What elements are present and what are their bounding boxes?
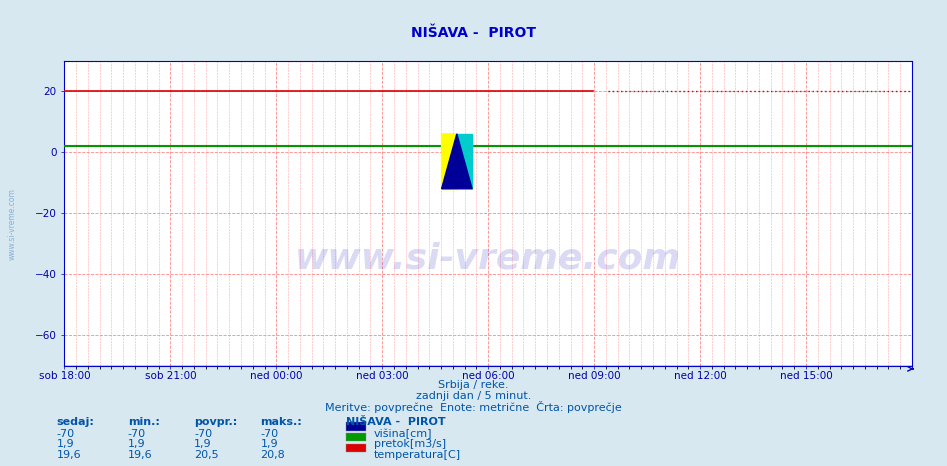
- Text: temperatura[C]: temperatura[C]: [374, 450, 461, 460]
- Text: -70: -70: [260, 429, 278, 439]
- Text: 19,6: 19,6: [57, 450, 81, 460]
- Text: 20,8: 20,8: [260, 450, 285, 460]
- Text: 1,9: 1,9: [194, 439, 212, 449]
- Text: Srbija / reke.: Srbija / reke.: [438, 380, 509, 390]
- Text: -70: -70: [194, 429, 212, 439]
- Text: višina[cm]: višina[cm]: [374, 429, 433, 439]
- Text: pretok[m3/s]: pretok[m3/s]: [374, 439, 446, 449]
- Text: -70: -70: [57, 429, 75, 439]
- Text: povpr.:: povpr.:: [194, 417, 238, 427]
- Text: min.:: min.:: [128, 417, 160, 427]
- Text: maks.:: maks.:: [260, 417, 302, 427]
- Text: NIŠAVA -  PIROT: NIŠAVA - PIROT: [346, 417, 445, 427]
- FancyArrowPatch shape: [457, 137, 472, 186]
- Text: 19,6: 19,6: [128, 450, 152, 460]
- Text: -70: -70: [128, 429, 146, 439]
- Text: 1,9: 1,9: [57, 439, 75, 449]
- Text: 20,5: 20,5: [194, 450, 219, 460]
- Text: zadnji dan / 5 minut.: zadnji dan / 5 minut.: [416, 391, 531, 400]
- Polygon shape: [456, 134, 472, 189]
- Text: NIŠAVA -  PIROT: NIŠAVA - PIROT: [411, 26, 536, 40]
- Text: www.si-vreme.com: www.si-vreme.com: [295, 242, 681, 276]
- Text: www.si-vreme.com: www.si-vreme.com: [8, 188, 17, 260]
- Text: sedaj:: sedaj:: [57, 417, 95, 427]
- Polygon shape: [441, 134, 456, 189]
- Text: Meritve: povprečne  Enote: metrične  Črta: povprečje: Meritve: povprečne Enote: metrične Črta:…: [325, 401, 622, 413]
- Text: 1,9: 1,9: [128, 439, 146, 449]
- Text: 1,9: 1,9: [260, 439, 278, 449]
- Bar: [441, 134, 456, 189]
- Polygon shape: [441, 134, 472, 189]
